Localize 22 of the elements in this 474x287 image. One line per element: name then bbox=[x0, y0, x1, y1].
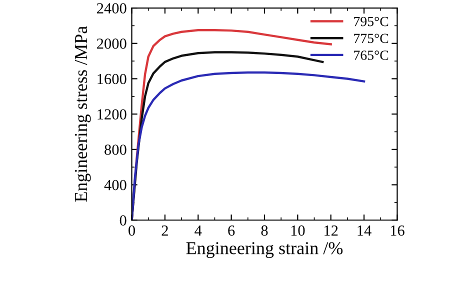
x-tick-label: 14 bbox=[358, 226, 372, 236]
x-tick-label: 8 bbox=[261, 225, 268, 236]
line-series bbox=[132, 71, 366, 220]
legend-label: 775°C bbox=[354, 34, 388, 44]
y-tick-label: 0 bbox=[120, 215, 126, 226]
y-tick-label: 1600 bbox=[98, 74, 126, 84]
y-tick-label: 800 bbox=[104, 144, 126, 155]
x-tick-label: 10 bbox=[291, 225, 305, 236]
y-tick-label: 2400 bbox=[97, 3, 126, 14]
x-tick-label: 4 bbox=[194, 226, 202, 236]
legend-label: 765°C bbox=[354, 50, 388, 60]
x-axis-title: Engineering strain /% bbox=[186, 242, 343, 258]
x-tick-label: 12 bbox=[324, 225, 338, 236]
y-axis-title: Engineering stress /MPa bbox=[74, 26, 91, 202]
x-tick-label: 0 bbox=[128, 225, 136, 236]
x-tick-label: 16 bbox=[390, 225, 404, 236]
x-tick-label: 6 bbox=[228, 225, 235, 236]
y-tick-label: 2000 bbox=[97, 38, 126, 49]
y-tick-label: 400 bbox=[104, 180, 126, 190]
legend-label: 795°C bbox=[354, 16, 388, 26]
x-tick-label: 2 bbox=[162, 225, 168, 236]
y-tick-label: 1200 bbox=[98, 109, 126, 120]
